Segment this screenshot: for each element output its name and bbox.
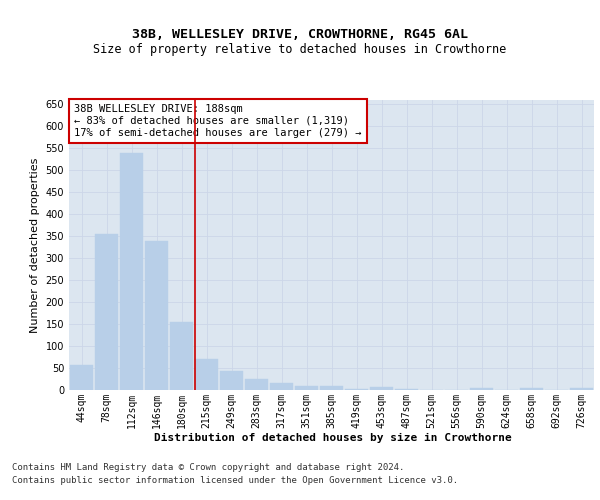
Bar — [220, 371, 243, 390]
Text: Contains public sector information licensed under the Open Government Licence v3: Contains public sector information licen… — [12, 476, 458, 485]
Bar — [120, 152, 143, 390]
Bar — [295, 386, 318, 390]
Text: 38B, WELLESLEY DRIVE, CROWTHORNE, RG45 6AL: 38B, WELLESLEY DRIVE, CROWTHORNE, RG45 6… — [132, 28, 468, 40]
Text: Distribution of detached houses by size in Crowthorne: Distribution of detached houses by size … — [154, 432, 512, 442]
Bar — [320, 386, 343, 390]
Bar — [170, 322, 193, 390]
Bar — [570, 388, 593, 390]
Bar — [520, 388, 543, 390]
Bar — [95, 234, 118, 390]
Bar — [270, 382, 293, 390]
Bar — [345, 389, 368, 390]
Text: 38B WELLESLEY DRIVE: 188sqm
← 83% of detached houses are smaller (1,319)
17% of : 38B WELLESLEY DRIVE: 188sqm ← 83% of det… — [74, 104, 362, 138]
Bar — [245, 379, 268, 390]
Text: Size of property relative to detached houses in Crowthorne: Size of property relative to detached ho… — [94, 42, 506, 56]
Bar — [70, 364, 93, 390]
Bar — [470, 388, 493, 390]
Y-axis label: Number of detached properties: Number of detached properties — [30, 158, 40, 332]
Bar — [195, 359, 218, 390]
Bar — [395, 389, 418, 390]
Bar — [145, 242, 168, 390]
Bar — [370, 387, 393, 390]
Text: Contains HM Land Registry data © Crown copyright and database right 2024.: Contains HM Land Registry data © Crown c… — [12, 462, 404, 471]
